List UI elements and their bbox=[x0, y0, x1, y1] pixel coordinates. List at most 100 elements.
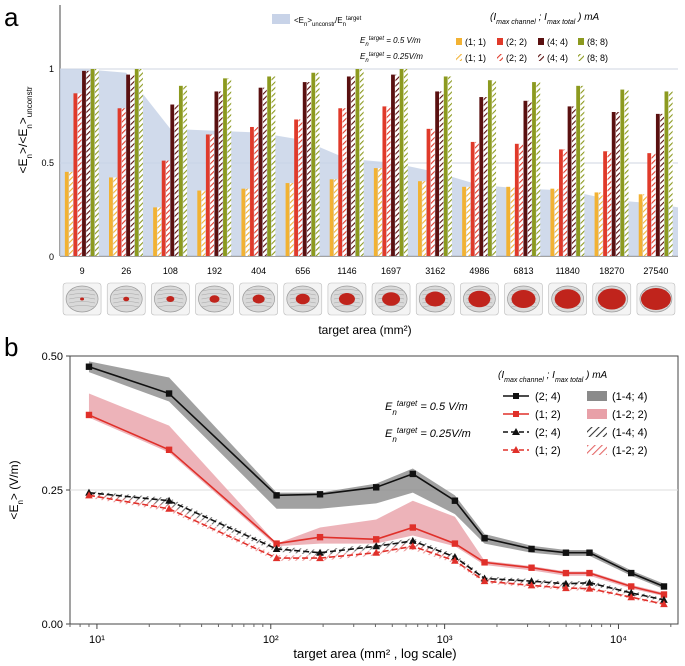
point-marker bbox=[408, 536, 417, 544]
legend-band-swatch bbox=[587, 445, 607, 455]
point-marker bbox=[165, 496, 173, 504]
brain-icon bbox=[157, 289, 184, 292]
bar-hatched--8-8--1146 bbox=[359, 69, 364, 256]
bar-hatched--8-8--1697 bbox=[403, 69, 408, 256]
bar-hatched--2-2--3162 bbox=[430, 128, 435, 256]
x-tick-label: 10¹ bbox=[89, 634, 105, 646]
point-marker bbox=[409, 524, 416, 531]
legend-row-label-0: Entarget = 0.5 V/m bbox=[360, 36, 421, 48]
legend-title: (Imax channel ; Imax total ) mA bbox=[498, 370, 608, 384]
bar-hatched--2-2--656 bbox=[298, 119, 303, 257]
y-tick-0.5: 0.5 bbox=[41, 158, 54, 168]
bar-solid--8-8--1697 bbox=[399, 69, 404, 256]
legend-swatch bbox=[497, 38, 503, 45]
bar-solid--1-1--656 bbox=[285, 183, 290, 256]
bar-hatched--1-1--4986 bbox=[466, 186, 471, 256]
point-marker bbox=[481, 559, 488, 566]
brain-icon bbox=[289, 289, 316, 292]
legend-title: (Imax channel ; Imax total ) mA bbox=[490, 12, 600, 26]
bar-solid--4-4--4986 bbox=[479, 97, 484, 256]
brain-icon bbox=[157, 305, 184, 308]
point-marker bbox=[585, 578, 594, 586]
legend-label: (4; 4) bbox=[547, 37, 568, 47]
point-marker bbox=[585, 584, 594, 592]
x-tick-label: 404 bbox=[251, 266, 266, 276]
bar-hatched--8-8--192 bbox=[227, 78, 232, 256]
target-area-icon bbox=[123, 296, 130, 302]
legend-label: (2; 2) bbox=[506, 53, 527, 63]
brain-icon bbox=[69, 301, 96, 304]
target-area-icon bbox=[640, 288, 671, 310]
point-marker bbox=[586, 569, 593, 577]
legend-label: (2; 4) bbox=[535, 427, 561, 439]
point-marker bbox=[527, 577, 536, 585]
y-tick-0: 0 bbox=[49, 252, 54, 262]
point-marker bbox=[165, 390, 173, 397]
bar-hatched--4-4--4986 bbox=[483, 97, 488, 256]
bar-solid--8-8--6813 bbox=[532, 82, 536, 256]
point-marker bbox=[562, 569, 570, 577]
bar-solid--4-4--6813 bbox=[523, 100, 528, 256]
target-area-icon bbox=[468, 290, 491, 308]
point-marker bbox=[627, 593, 636, 601]
y-axis-label: <En>/<En>unconstr bbox=[16, 86, 34, 173]
legend-swatch bbox=[538, 54, 544, 61]
bar-solid--1-1--27540 bbox=[638, 194, 643, 256]
bar-hatched--1-1--192 bbox=[201, 190, 206, 256]
bar-solid--4-4--27540 bbox=[655, 113, 660, 256]
brain-icon bbox=[113, 289, 140, 292]
point-marker bbox=[85, 411, 93, 419]
bar-solid--1-1--11840 bbox=[550, 188, 555, 256]
point-marker bbox=[451, 556, 459, 564]
x-tick-label: 1697 bbox=[381, 266, 401, 276]
legend-label: (1-4; 4) bbox=[612, 391, 647, 403]
bar-hatched--8-8--404 bbox=[271, 76, 276, 256]
bar-solid--4-4--11840 bbox=[567, 106, 572, 257]
brain-icon bbox=[157, 293, 184, 296]
bar-solid--4-4--18270 bbox=[611, 112, 616, 256]
point-marker bbox=[165, 446, 173, 453]
bar-solid--4-4--26 bbox=[126, 74, 131, 256]
bar-solid--2-2--3162 bbox=[426, 128, 431, 256]
y-axis-label: <En> (V/m) bbox=[7, 460, 25, 519]
bar-hatched--2-2--192 bbox=[210, 134, 214, 256]
x-tick-label: 10³ bbox=[437, 634, 453, 646]
bar-hatched--4-4--656 bbox=[307, 82, 311, 256]
legend-swatch bbox=[497, 54, 503, 61]
bar-solid--1-1--192 bbox=[197, 190, 202, 256]
bar-hatched--4-4--11840 bbox=[571, 106, 576, 257]
annotation-1: Entarget = 0.25V/m bbox=[385, 426, 471, 444]
point-marker bbox=[562, 584, 570, 592]
brain-icon bbox=[510, 289, 537, 292]
x-tick-label: 27540 bbox=[643, 266, 668, 276]
point-marker bbox=[273, 492, 280, 499]
bar-solid--2-2--18270 bbox=[603, 151, 607, 256]
point-marker bbox=[316, 548, 324, 556]
legend-label: (4; 4) bbox=[547, 53, 568, 63]
legend-band-swatch bbox=[587, 409, 607, 419]
bar-hatched--1-1--1146 bbox=[334, 179, 338, 256]
x-tick-label: 10² bbox=[263, 634, 279, 646]
bar-solid--8-8--192 bbox=[223, 78, 227, 256]
point-marker bbox=[660, 600, 668, 608]
bar-hatched--8-8--656 bbox=[315, 72, 320, 257]
bar-hatched--2-2--1146 bbox=[342, 108, 347, 257]
legend-label: (2; 2) bbox=[506, 37, 527, 47]
bar-hatched--4-4--26 bbox=[130, 74, 135, 256]
point-marker bbox=[660, 583, 668, 590]
target-area-icon bbox=[597, 288, 626, 310]
bar-solid--4-4--108 bbox=[170, 104, 175, 256]
bar-hatched--4-4--192 bbox=[218, 91, 223, 256]
x-tick-label: 1146 bbox=[337, 266, 356, 276]
x-tick-label: 108 bbox=[163, 266, 178, 276]
point-marker bbox=[372, 484, 380, 491]
x-axis-label: target area (mm² , log scale) bbox=[293, 646, 456, 661]
bar-hatched--2-2--4986 bbox=[475, 141, 479, 256]
x-tick-label: 6813 bbox=[513, 266, 533, 276]
bar-solid--4-4--404 bbox=[258, 87, 263, 256]
point-marker bbox=[527, 581, 536, 589]
bar-solid--4-4--1697 bbox=[391, 74, 395, 256]
legend-label: (1-2; 2) bbox=[612, 409, 647, 421]
point-marker bbox=[660, 591, 668, 598]
brain-icon bbox=[289, 293, 316, 296]
